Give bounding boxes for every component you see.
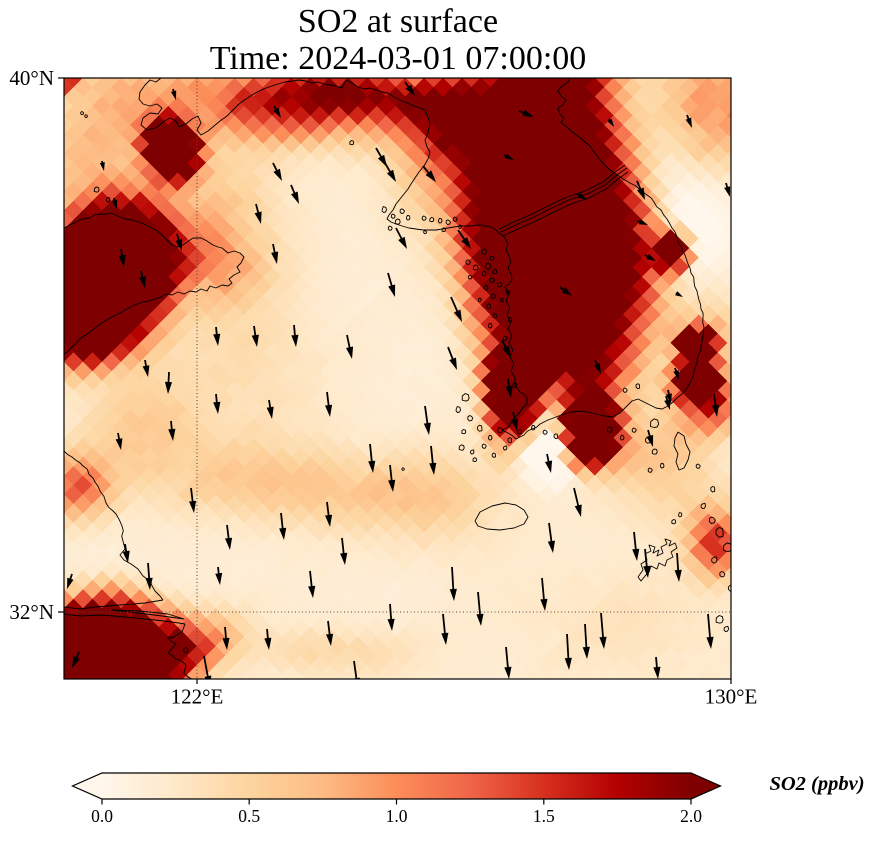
svg-text:0.5: 0.5 xyxy=(238,806,260,826)
svg-text:40°N: 40°N xyxy=(9,66,54,90)
svg-text:1.5: 1.5 xyxy=(533,806,555,826)
svg-text:SO2 at surface: SO2 at surface xyxy=(298,3,498,40)
svg-text:130°E: 130°E xyxy=(705,685,758,709)
svg-text:0.0: 0.0 xyxy=(91,806,113,826)
svg-text:1.0: 1.0 xyxy=(386,806,408,826)
svg-text:32°N: 32°N xyxy=(9,600,54,624)
svg-text:Time: 2024-03-01 07:00:00: Time: 2024-03-01 07:00:00 xyxy=(210,40,587,77)
svg-text:2.0: 2.0 xyxy=(680,806,702,826)
svg-text:122°E: 122°E xyxy=(171,685,224,709)
svg-text:SO2 (ppbv): SO2 (ppbv) xyxy=(769,773,864,795)
